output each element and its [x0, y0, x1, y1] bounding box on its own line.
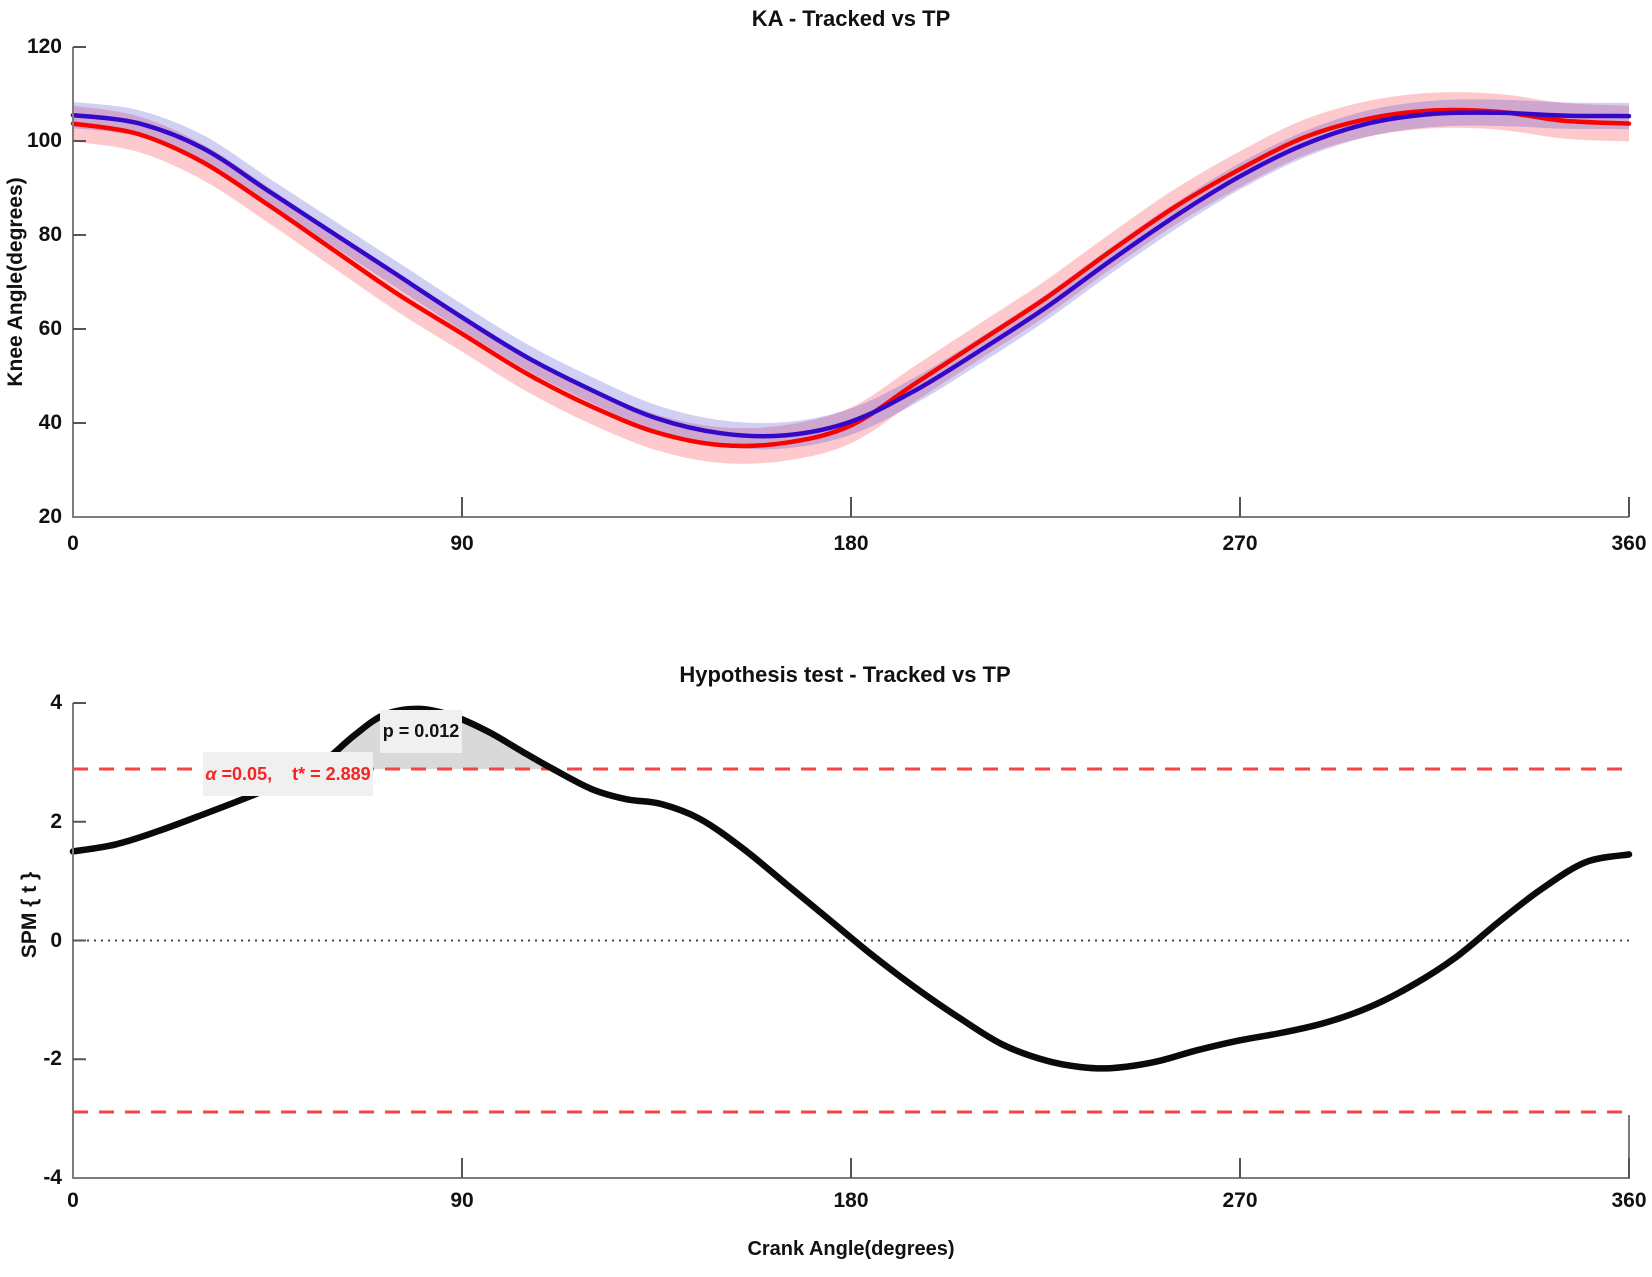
top-xtick-label: 270: [1222, 532, 1258, 555]
p-value-annotation: p = 0.012: [380, 710, 462, 753]
top-chart-ylabel: Knee Angle(degrees): [4, 177, 27, 387]
blue-curve-mean-band: [73, 99, 1629, 450]
top-xtick-label: 90: [450, 532, 474, 555]
bottom-chart-title: Hypothesis test - Tracked vs TP: [679, 662, 1011, 687]
bottom-ytick-label: -2: [43, 1047, 62, 1071]
top-ytick-label: 40: [38, 411, 62, 434]
top-xtick-label: 0: [67, 532, 79, 555]
red-curve-mean: [70, 107, 1632, 449]
bottom-ytick-label: 4: [50, 691, 62, 714]
alpha-threshold-text: =0.05, t* = 2.889: [216, 763, 371, 784]
red-curve-mean-band: [73, 92, 1629, 464]
bottom-xtick-label: 90: [450, 1189, 474, 1212]
top-xtick-label: 180: [833, 532, 869, 555]
top-ytick-label: 120: [26, 35, 62, 58]
top-ytick-label: 100: [26, 129, 62, 152]
top-xtick-label: 360: [1611, 532, 1647, 555]
top-ytick-label: 80: [38, 223, 62, 246]
bottom-xtick-label: 180: [833, 1189, 869, 1212]
bottom-xtick-label: 0: [67, 1189, 79, 1212]
top-chart-title: KA - Tracked vs TP: [751, 6, 951, 31]
top-chart-axes: [72, 47, 1629, 518]
alpha-threshold-annotation: α =0.05, t* = 2.889: [203, 752, 373, 796]
bottom-chart-xlabel: Crank Angle(degrees): [747, 1238, 955, 1260]
blue-curve-mean: [70, 110, 1632, 439]
bottom-ytick-label: 0: [50, 928, 62, 952]
spm-t-curve: [69, 705, 1633, 1072]
alpha-symbol: α: [205, 763, 217, 784]
top-ytick-label: 20: [38, 505, 62, 528]
bottom-xtick-label: 360: [1611, 1189, 1647, 1212]
bottom-ytick-label: 2: [50, 809, 62, 833]
bottom-ytick-label: -4: [43, 1166, 62, 1189]
bottom-xtick-label: 270: [1222, 1189, 1258, 1212]
top-ytick-label: 60: [38, 317, 62, 340]
